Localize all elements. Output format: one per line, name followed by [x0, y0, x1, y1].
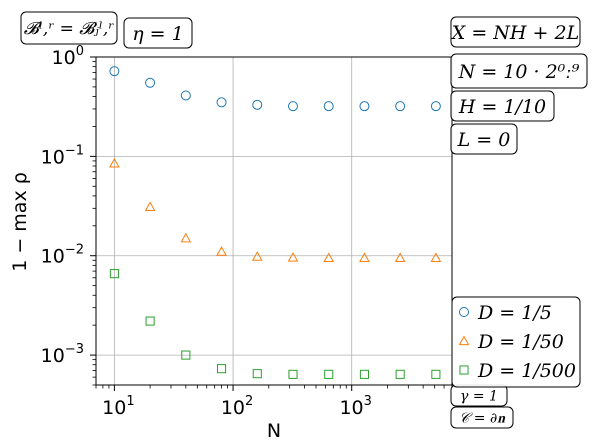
h-annotation-text: H = 1/10 — [458, 96, 546, 118]
data-point — [288, 369, 298, 379]
h-annotation: H = 1/10 — [450, 90, 555, 122]
annotations: 𝓑ˡ,ʳ = 𝓑ⱼˡ,ʳ η = 1 X = NH + 2L N = 10 · 2⁰ː… — [20, 11, 588, 429]
x-annotation: X = NH + 2L — [450, 16, 581, 48]
grid-lines — [96, 56, 452, 385]
y-tick-label: 10−1 — [41, 143, 84, 168]
data-point — [394, 252, 406, 263]
data-point — [287, 101, 298, 112]
legend-marker — [459, 307, 469, 317]
basis-annotation-text: 𝓑ˡ,ʳ = 𝓑ⱼˡ,ʳ — [24, 19, 114, 39]
gamma-annotation: γ = 1 — [450, 384, 508, 407]
data-point — [180, 232, 192, 243]
data-marks — [109, 66, 442, 379]
data-point — [323, 252, 335, 263]
data-point — [431, 369, 441, 379]
data-point — [395, 101, 406, 112]
gamma-annotation-text: γ = 1 — [460, 389, 498, 405]
l-annotation: L = 0 — [450, 123, 518, 155]
basis-annotation: 𝓑ˡ,ʳ = 𝓑ⱼˡ,ʳ — [20, 11, 118, 45]
data-point — [145, 316, 155, 326]
data-point — [252, 99, 263, 110]
data-point — [181, 350, 191, 360]
y-axis-label: 1 − max ρ — [9, 172, 31, 272]
y-tick-label: 100 — [52, 44, 84, 69]
x-annotation-box — [450, 16, 581, 48]
series-3 — [109, 269, 441, 379]
data-point — [144, 201, 156, 212]
legend-marker — [458, 335, 470, 346]
legend-box — [451, 296, 581, 388]
n-annotation-box — [450, 53, 588, 89]
data-point — [359, 252, 370, 263]
eta-annotation-text: η = 1 — [132, 23, 183, 45]
data-point — [251, 251, 263, 261]
c-annotation: 𝒞 = ∂𝐧 — [450, 406, 514, 429]
data-point — [145, 77, 156, 88]
x-tick-label: 103 — [339, 394, 371, 419]
data-point — [323, 101, 334, 112]
series-1 — [109, 66, 441, 112]
data-point — [287, 251, 299, 262]
n-annotation: N = 10 · 2⁰ː⁹ — [450, 53, 588, 89]
legend-label: D = 1/5 — [477, 302, 552, 324]
data-point — [180, 90, 191, 101]
data-point — [109, 66, 120, 77]
legend-label: D = 1/500 — [477, 360, 576, 382]
data-point — [216, 364, 227, 374]
data-point — [359, 369, 369, 379]
data-point — [430, 101, 441, 112]
data-point — [359, 101, 370, 112]
y-tick-label: 10−2 — [41, 243, 84, 268]
c-annotation-text: 𝒞 = ∂𝐧 — [459, 411, 506, 427]
data-point — [252, 369, 262, 379]
l-annotation-text: L = 0 — [457, 129, 511, 151]
data-point — [216, 97, 227, 108]
c-annotation-box — [450, 406, 514, 429]
x-tick-label: 101 — [102, 394, 134, 419]
data-point — [324, 369, 334, 379]
data-point — [109, 269, 119, 279]
legend: D = 1/5 D = 1/50 D = 1/500 — [451, 296, 581, 388]
series-2 — [109, 157, 442, 263]
legend-marker — [459, 365, 469, 375]
data-point — [395, 369, 405, 379]
x-tick-label: 102 — [221, 394, 253, 419]
legend-label: D = 1/50 — [477, 331, 564, 353]
x-axis-label: N — [267, 420, 281, 442]
eta-annotation-box — [123, 17, 193, 49]
l-annotation-box — [450, 123, 518, 155]
x-annotation-text: X = NH + 2L — [450, 22, 579, 44]
h-annotation-box — [450, 90, 555, 122]
y-tick-label: 10−3 — [41, 342, 84, 367]
axis-ticks: 101 102 103 100 10−1 10−2 10−3 — [41, 44, 453, 419]
plot-area — [95, 56, 453, 386]
eta-annotation: η = 1 — [123, 17, 193, 49]
data-point — [216, 246, 227, 256]
data-point — [109, 157, 120, 168]
n-annotation-text: N = 10 · 2⁰ː⁹ — [458, 61, 580, 83]
data-point — [430, 252, 442, 263]
basis-annotation-box — [20, 11, 118, 45]
